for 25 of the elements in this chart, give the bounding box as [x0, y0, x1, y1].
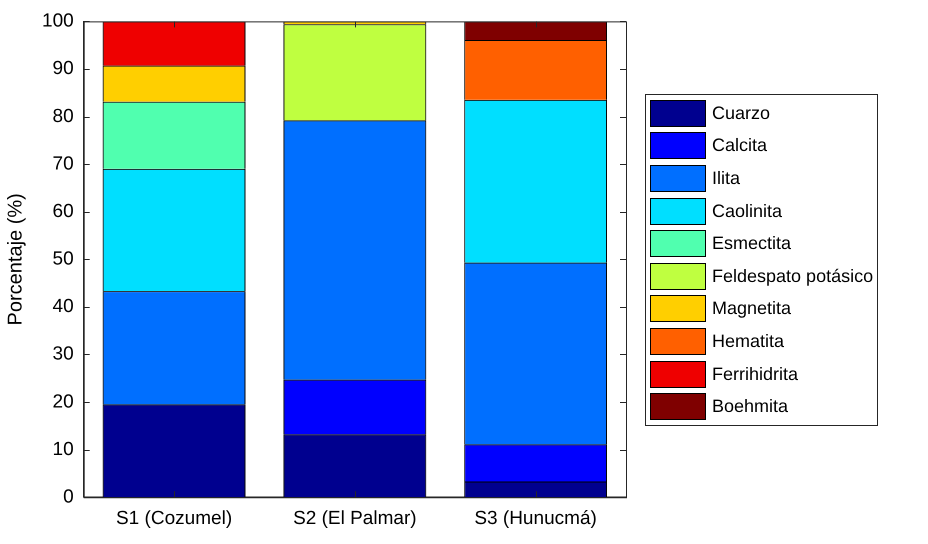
x-tick-label: S3 (Hunucmá)	[474, 508, 597, 529]
y-tick-label: 100	[42, 10, 74, 32]
legend-label: Esmectita	[712, 233, 792, 254]
y-tick-label: 10	[52, 438, 74, 460]
legend-label: Magnetita	[712, 298, 792, 320]
legend-label: Calcita	[712, 135, 768, 156]
legend-label: Caolinita	[712, 200, 782, 222]
x-tick-label: S1 (Cozumel)	[116, 508, 232, 529]
legend-label: Cuarzo	[712, 102, 770, 124]
legend-label: Hematita	[712, 330, 784, 352]
y-tick-label: 60	[52, 200, 74, 222]
y-axis-title: Porcentaje (%)	[4, 193, 27, 326]
legend-label: Boehmita	[712, 396, 788, 418]
y-tick-label: 70	[52, 153, 74, 174]
y-tick-label: 40	[52, 296, 74, 318]
y-tick-label: 30	[52, 344, 74, 365]
y-tick-label: 50	[52, 248, 74, 270]
legend-label: Ferrihidrita	[712, 364, 798, 385]
legend-label: Feldespato potásico	[712, 266, 874, 287]
x-tick-label: S2 (El Palmar)	[293, 508, 417, 529]
y-tick-label: 20	[52, 391, 74, 412]
y-tick-label: 90	[52, 58, 74, 80]
y-tick-label: 0	[63, 486, 74, 508]
y-tick-label: 80	[52, 106, 74, 127]
legend-label: Ilita	[712, 168, 740, 189]
